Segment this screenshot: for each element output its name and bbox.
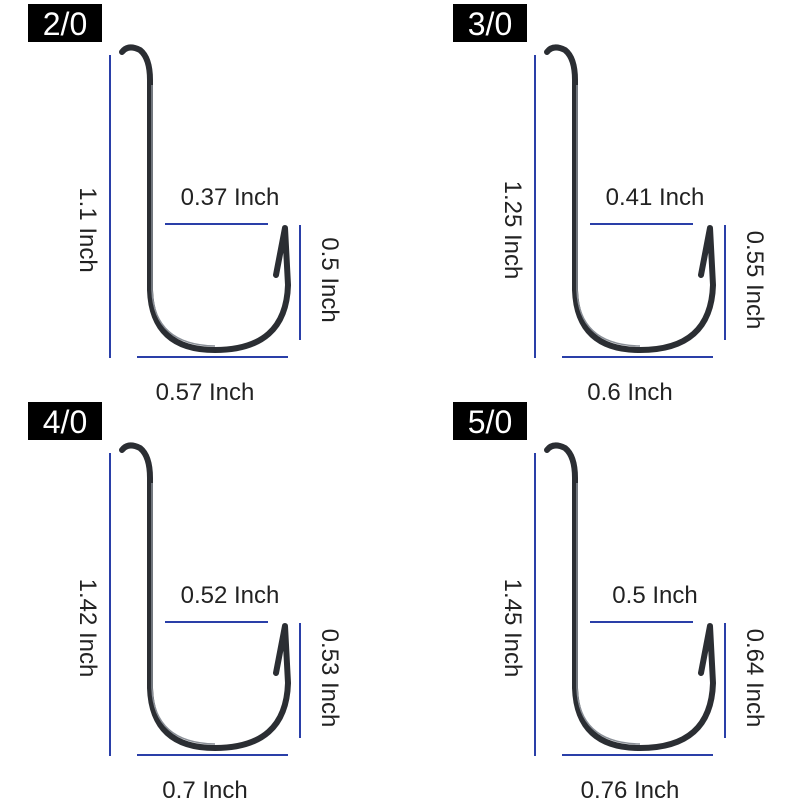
size-label: 3/0 xyxy=(468,6,512,42)
gap-label: 0.41 Inch xyxy=(606,184,705,211)
hook-panel: 5/0 1.45 Inch 0.5 Inch 0.64 Inch 0.76 Inch xyxy=(453,402,768,800)
length-label: 1.45 Inch xyxy=(499,579,526,678)
point-label: 0.5 Inch xyxy=(316,237,343,322)
hook-panel: 4/0 1.42 Inch 0.52 Inch 0.53 Inch 0.7 Inch xyxy=(28,402,343,800)
size-badge xyxy=(28,402,102,440)
size-badge xyxy=(453,4,527,42)
hook xyxy=(544,442,716,751)
length-label: 1.1 Inch xyxy=(74,187,101,272)
hook xyxy=(119,44,291,353)
hook-highlight xyxy=(151,85,216,347)
length-label: 1.42 Inch xyxy=(74,579,101,678)
gap-label: 0.37 Inch xyxy=(181,184,280,211)
hook-highlight xyxy=(576,483,641,745)
width-label: 0.76 Inch xyxy=(581,777,680,800)
hook xyxy=(544,44,716,353)
size-badge xyxy=(453,402,527,440)
size-badge xyxy=(28,4,102,42)
width-label: 0.7 Inch xyxy=(162,777,247,800)
hook-panel: 2/0 1.1 Inch 0.37 Inch 0.5 Inch 0.57 Inch xyxy=(28,4,343,406)
hook-highlight xyxy=(576,85,641,347)
hook xyxy=(119,442,291,751)
point-label: 0.53 Inch xyxy=(316,629,343,728)
width-label: 0.57 Inch xyxy=(156,379,255,406)
hook-highlight xyxy=(151,483,216,745)
size-label: 2/0 xyxy=(43,6,87,42)
point-label: 0.64 Inch xyxy=(741,629,768,728)
width-label: 0.6 Inch xyxy=(587,379,672,406)
size-label: 4/0 xyxy=(43,404,87,440)
length-label: 1.25 Inch xyxy=(499,181,526,280)
size-label: 5/0 xyxy=(468,404,512,440)
gap-label: 0.52 Inch xyxy=(181,582,280,609)
point-label: 0.55 Inch xyxy=(741,231,768,330)
gap-label: 0.5 Inch xyxy=(612,582,697,609)
hook-panel: 3/0 1.25 Inch 0.41 Inch 0.55 Inch 0.6 Inch xyxy=(453,4,768,406)
